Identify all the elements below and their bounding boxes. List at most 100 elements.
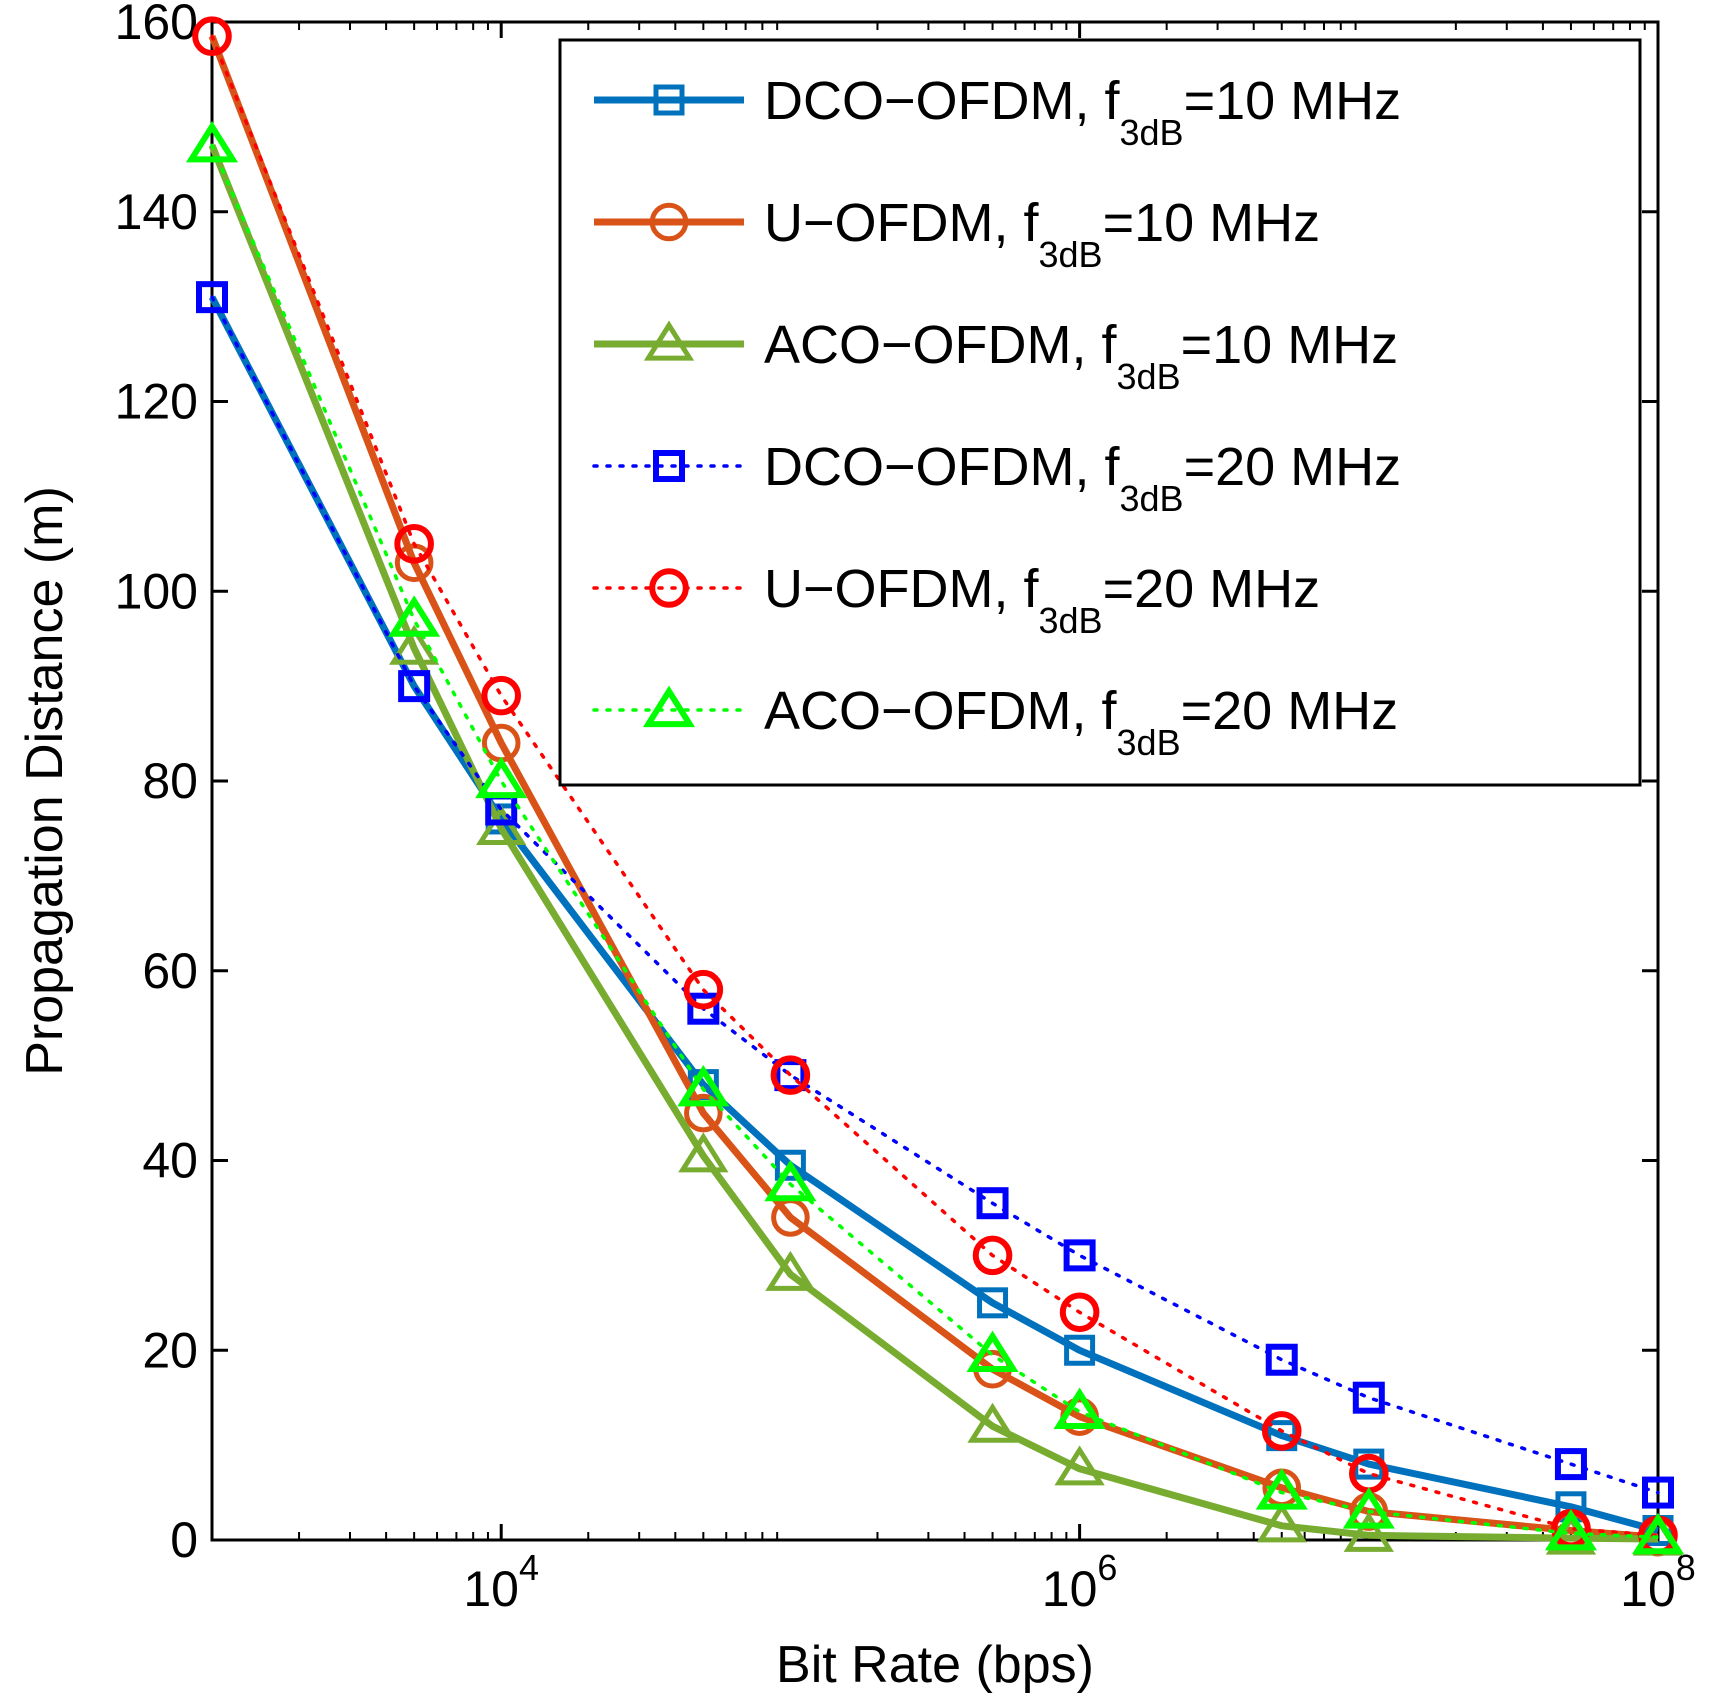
y-tick-label: 120 — [115, 374, 198, 430]
legend-label-main: DCO−OFDM, f — [764, 437, 1121, 497]
legend-label: U−OFDM, f3dB=20 MHz — [764, 559, 1320, 641]
data-point — [1059, 1292, 1100, 1333]
legend-label-subscript: 3dB — [1117, 356, 1181, 397]
legend-marker — [642, 685, 696, 728]
data-point — [678, 1132, 729, 1173]
legend-marker — [649, 568, 689, 608]
y-axis-label: Propagation Distance (m) — [16, 486, 74, 1076]
data-point — [765, 1250, 816, 1291]
data-point — [394, 524, 434, 564]
data-point — [977, 1287, 1009, 1319]
legend-label: ACO−OFDM, f3dB=10 MHz — [764, 315, 1398, 397]
data-point — [1642, 1476, 1674, 1509]
series-6 — [185, 120, 1685, 1555]
legend-entry: DCO−OFDM, f3dB=20 MHz — [592, 437, 1401, 519]
y-tick-label: 40 — [142, 1133, 198, 1189]
x-tick-label-base: 10 — [1042, 1561, 1098, 1617]
data-point — [1261, 1411, 1302, 1451]
x-tick-label: 106 — [1042, 1547, 1118, 1617]
data-point — [1053, 1387, 1106, 1429]
x-tick-label-base: 10 — [463, 1561, 519, 1617]
y-tick-label: 0 — [170, 1512, 198, 1568]
series-line — [210, 143, 1660, 1539]
legend-marker — [653, 450, 685, 482]
data-point — [1256, 1502, 1307, 1543]
data-point — [1255, 1468, 1308, 1510]
y-tick-label: 100 — [115, 563, 198, 619]
y-tick-label: 140 — [115, 184, 198, 240]
data-point — [388, 624, 440, 665]
legend-entry: U−OFDM, f3dB=10 MHz — [594, 193, 1320, 275]
data-point — [677, 1064, 730, 1107]
legend-label-main: DCO−OFDM, f — [764, 71, 1121, 131]
legend-label-tail: =10 MHz — [1103, 193, 1321, 253]
data-point — [976, 1187, 1009, 1220]
legend-label-subscript: 3dB — [1117, 722, 1181, 763]
legend-label: ACO−OFDM, f3dB=20 MHz — [764, 681, 1398, 763]
data-point — [475, 756, 528, 799]
data-point — [1064, 1334, 1096, 1366]
legend-label-tail: =20 MHz — [1184, 437, 1402, 497]
y-tick-label: 60 — [142, 943, 198, 999]
data-point — [764, 1159, 817, 1202]
legend-label: DCO−OFDM, f3dB=20 MHz — [764, 437, 1401, 519]
y-tick-label: 20 — [142, 1322, 198, 1378]
legend-label-subscript: 3dB — [1120, 478, 1184, 519]
data-point — [1631, 1512, 1685, 1555]
data-point — [185, 120, 239, 163]
data-point — [481, 675, 522, 716]
legend-entry: ACO−OFDM, f3dB=20 MHz — [592, 681, 1398, 763]
y-tick-label: 160 — [115, 0, 198, 50]
legend-label-tail: =20 MHz — [1103, 559, 1321, 619]
data-point — [683, 969, 724, 1010]
series-4 — [196, 281, 1674, 1509]
x-tick-label: 108 — [1620, 1547, 1696, 1617]
x-tick-label-exponent: 8 — [1676, 1547, 1696, 1588]
data-point — [1265, 1343, 1298, 1376]
series-line — [210, 295, 1660, 1495]
legend-label-main: ACO−OFDM, f — [764, 681, 1118, 741]
legend-label: DCO−OFDM, f3dB=10 MHz — [764, 71, 1401, 153]
legend-label-main: ACO−OFDM, f — [764, 315, 1118, 375]
series-layer — [185, 16, 1685, 1557]
data-point — [1554, 1448, 1587, 1481]
legend-box — [558, 38, 1642, 787]
data-point — [1343, 1511, 1394, 1552]
data-point — [476, 804, 527, 845]
series-3 — [186, 121, 1684, 1556]
data-point — [770, 1055, 811, 1095]
data-point — [196, 281, 228, 314]
data-point — [1342, 1487, 1395, 1529]
legend-marker — [643, 320, 695, 361]
legend-label: U−OFDM, f3dB=10 MHz — [764, 193, 1320, 275]
series-line — [210, 34, 1660, 1538]
data-point — [684, 1093, 723, 1133]
data-point — [1054, 1445, 1105, 1486]
data-point — [774, 1149, 806, 1181]
legend-entry: DCO−OFDM, f3dB=10 MHz — [594, 71, 1401, 153]
legend-label-main: U−OFDM, f — [764, 559, 1040, 619]
legend-marker — [649, 202, 689, 242]
legend-label-tail: =20 MHz — [1181, 681, 1399, 741]
legend-entry: U−OFDM, f3dB=20 MHz — [592, 559, 1320, 641]
data-point — [687, 992, 720, 1025]
x-tick-label-exponent: 4 — [519, 1547, 539, 1588]
x-axis-label: Bit Rate (bps) — [776, 1636, 1094, 1694]
x-tick-label: 104 — [463, 1547, 539, 1617]
legend-label-subscript: 3dB — [1120, 112, 1184, 153]
data-point — [192, 16, 232, 57]
legend-entry: ACO−OFDM, f3dB=10 MHz — [594, 315, 1398, 397]
legend-marker — [653, 84, 685, 116]
legend-label-tail: =10 MHz — [1184, 71, 1402, 131]
legend-label-tail: =10 MHz — [1181, 315, 1399, 375]
x-tick-label-base: 10 — [1620, 1561, 1676, 1617]
data-point — [388, 595, 441, 637]
legend-label-subscript: 3dB — [1039, 234, 1103, 275]
x-tick-label-exponent: 6 — [1097, 1547, 1117, 1588]
data-point — [972, 1235, 1013, 1276]
series-line — [208, 143, 1659, 1543]
